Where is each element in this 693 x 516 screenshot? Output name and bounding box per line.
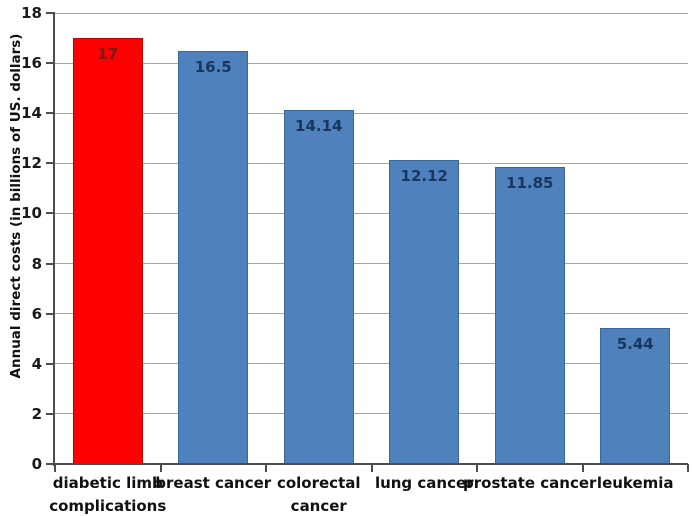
y-tick-label: 6 — [31, 304, 42, 323]
y-axis-line — [53, 13, 55, 466]
x-axis-tick — [265, 464, 267, 472]
x-category-label: leukemia — [596, 474, 674, 492]
y-axis-tick — [46, 62, 55, 65]
bar-value-label: 12.12 — [400, 167, 448, 186]
y-axis-tick — [46, 412, 55, 415]
x-axis-tick — [581, 464, 584, 472]
x-axis-tick — [54, 464, 56, 472]
x-category-label: colorectal cancer — [276, 474, 361, 515]
y-axis-tick — [46, 212, 55, 215]
bar — [600, 327, 671, 464]
gridline — [55, 112, 688, 114]
y-axis-tick — [46, 312, 55, 315]
y-axis-tick — [46, 463, 55, 465]
bar — [178, 50, 249, 464]
bar-value-label: 17 — [97, 45, 119, 64]
y-tick-label: 2 — [31, 404, 42, 423]
gridline — [55, 212, 688, 214]
gridline — [55, 162, 688, 164]
y-axis-tick — [46, 112, 55, 115]
y-tick-label: 14 — [21, 104, 42, 123]
y-tick-label: 8 — [31, 254, 42, 273]
y-tick-label: 10 — [21, 204, 42, 223]
y-tick-label: 18 — [21, 4, 42, 22]
x-axis-tick — [687, 464, 689, 472]
gridline — [55, 363, 688, 365]
y-tick-label: 16 — [21, 54, 42, 73]
y-axis-tick — [46, 12, 55, 14]
gridline — [55, 62, 688, 64]
bar — [72, 38, 143, 464]
gridline — [55, 313, 688, 315]
x-axis-tick — [159, 464, 162, 472]
y-tick-label: 4 — [31, 354, 42, 373]
y-tick-label: 0 — [31, 455, 42, 473]
bar-value-label: 11.85 — [506, 174, 554, 193]
x-category-label: breast cancer — [155, 474, 272, 492]
bar — [494, 167, 565, 464]
x-axis-tick — [476, 464, 478, 472]
x-axis-tick — [370, 464, 373, 472]
gridline — [55, 12, 688, 14]
bar-value-label: 5.44 — [616, 334, 654, 353]
y-axis-tick — [46, 262, 55, 265]
bar-value-label: 16.5 — [194, 57, 232, 76]
x-category-label: lung cancer — [374, 474, 474, 492]
bar — [389, 160, 460, 464]
x-category-label: prostate cancer — [463, 474, 597, 492]
gridline — [55, 263, 688, 265]
y-axis-tick — [46, 362, 55, 365]
bar-value-label: 14.14 — [295, 116, 343, 135]
x-axis-line — [53, 463, 688, 465]
gridline — [55, 413, 688, 415]
y-tick-label: 12 — [21, 154, 42, 173]
y-axis-tick — [46, 162, 55, 165]
bar — [283, 109, 354, 464]
x-category-label: diabetic limb complications — [49, 474, 167, 515]
